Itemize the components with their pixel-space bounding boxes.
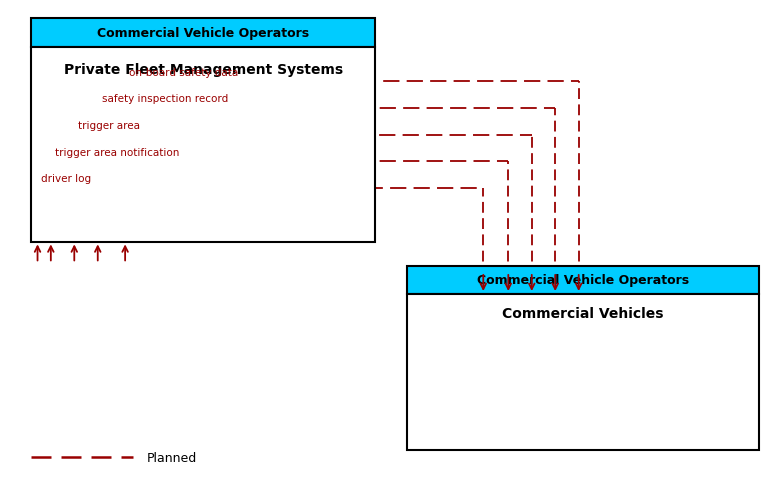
- FancyBboxPatch shape: [407, 294, 759, 450]
- Text: trigger area: trigger area: [78, 121, 140, 131]
- FancyBboxPatch shape: [407, 266, 759, 294]
- Text: Private Fleet Management Systems: Private Fleet Management Systems: [64, 63, 343, 77]
- FancyBboxPatch shape: [31, 47, 375, 242]
- Text: trigger area notification: trigger area notification: [55, 147, 179, 157]
- FancyBboxPatch shape: [31, 19, 375, 47]
- Text: safety inspection record: safety inspection record: [102, 94, 228, 104]
- Text: driver log: driver log: [41, 174, 91, 184]
- Text: Commercial Vehicles: Commercial Vehicles: [502, 307, 663, 321]
- Text: Commercial Vehicle Operators: Commercial Vehicle Operators: [476, 274, 689, 287]
- Text: on-board safety data: on-board safety data: [129, 67, 239, 77]
- Text: Planned: Planned: [147, 451, 197, 464]
- Text: Commercial Vehicle Operators: Commercial Vehicle Operators: [97, 27, 310, 40]
